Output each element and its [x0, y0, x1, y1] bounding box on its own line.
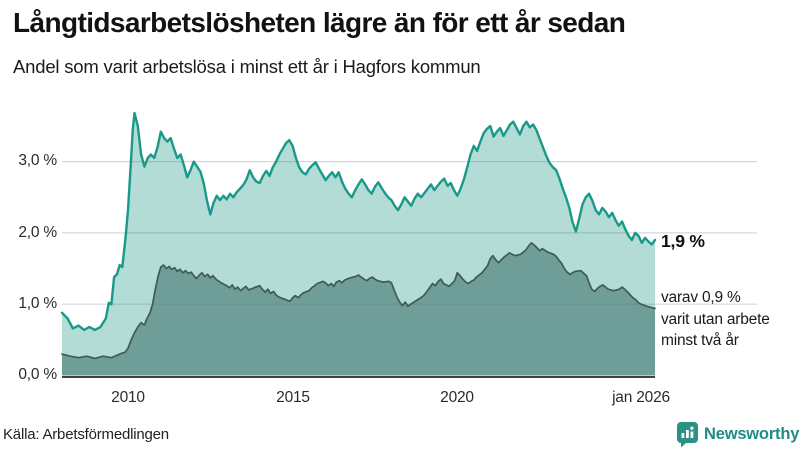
- newsworthy-wordmark: Newsworthy: [704, 425, 800, 443]
- x-axis-tick-jan-2026: jan 2026: [612, 389, 670, 406]
- newsworthy-bubble-icon: [677, 422, 698, 448]
- x-axis-tick-2010: 2010: [111, 389, 145, 406]
- end-note-line: varit utan arbete: [661, 310, 770, 328]
- inner-line: [61, 242, 656, 360]
- end-note-line: minst två år: [661, 332, 739, 349]
- series-end-note-two-years: varav 0,9 % varit utan arbete minst två …: [661, 287, 799, 352]
- newsworthy-logo: Newsworthy: [676, 421, 799, 448]
- page-title: Långtidsarbetslösheten lägre än för ett …: [13, 7, 626, 38]
- inner-area-fill: [62, 242, 655, 376]
- y-axis-tick-2: 2,0 %: [18, 223, 57, 241]
- y-axis-tick-1: 1,0 %: [18, 294, 57, 312]
- y-axis-tick-3: 3,0 %: [18, 152, 57, 169]
- x-axis-tick-2020: 2020: [440, 389, 474, 406]
- end-note-line: varav 0,9 %: [661, 289, 741, 306]
- series-end-label-total: 1,9 %: [661, 231, 705, 251]
- x-axis-tick-2015: 2015: [276, 389, 310, 406]
- y-axis-tick-0: 0,0 %: [18, 366, 57, 383]
- page-subtitle: Andel som varit arbetslösa i minst ett å…: [13, 56, 481, 77]
- source-credit: Källa: Arbetsförmedlingen: [3, 426, 169, 443]
- outer-line: [60, 111, 657, 332]
